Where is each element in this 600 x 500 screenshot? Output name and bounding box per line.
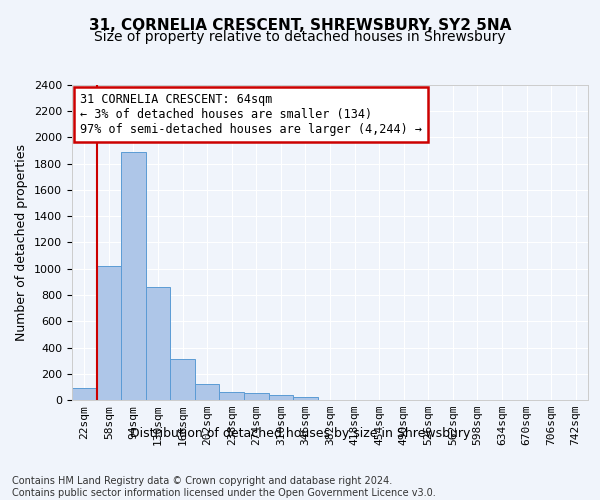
- Text: Size of property relative to detached houses in Shrewsbury: Size of property relative to detached ho…: [94, 30, 506, 44]
- Text: Distribution of detached houses by size in Shrewsbury: Distribution of detached houses by size …: [130, 428, 470, 440]
- Bar: [244, 393, 269, 400]
- Bar: [72, 388, 97, 400]
- Bar: [146, 287, 170, 400]
- Bar: [269, 395, 293, 400]
- Bar: [293, 397, 318, 400]
- Bar: [170, 358, 195, 400]
- Y-axis label: Number of detached properties: Number of detached properties: [16, 144, 28, 341]
- Bar: [220, 392, 244, 400]
- Bar: [97, 266, 121, 400]
- Bar: [195, 384, 220, 400]
- Text: 31, CORNELIA CRESCENT, SHREWSBURY, SY2 5NA: 31, CORNELIA CRESCENT, SHREWSBURY, SY2 5…: [89, 18, 511, 32]
- Bar: [121, 152, 146, 400]
- Text: Contains HM Land Registry data © Crown copyright and database right 2024.
Contai: Contains HM Land Registry data © Crown c…: [12, 476, 436, 498]
- Text: 31 CORNELIA CRESCENT: 64sqm
← 3% of detached houses are smaller (134)
97% of sem: 31 CORNELIA CRESCENT: 64sqm ← 3% of deta…: [80, 93, 422, 136]
